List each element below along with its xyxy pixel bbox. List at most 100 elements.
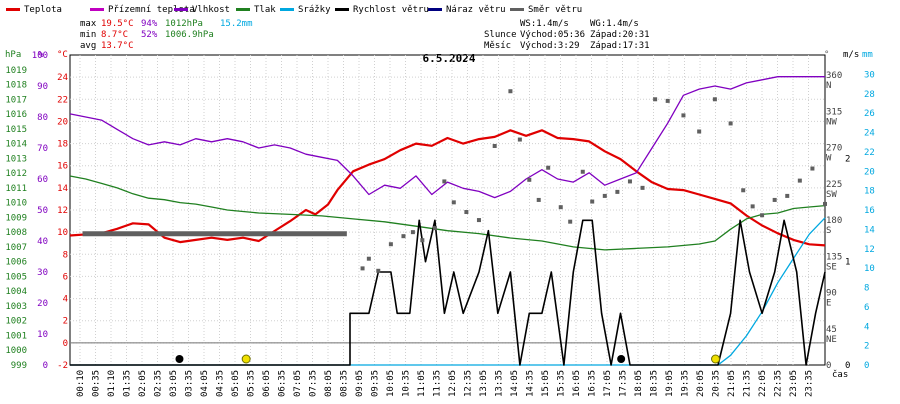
wind-direction-point [492, 143, 497, 148]
moonrise-marker [175, 355, 184, 363]
wind-direction-point [772, 197, 777, 202]
y-tick-humidity: 90 [37, 82, 48, 92]
y-tick-pressure: 1019 [5, 66, 27, 76]
x-tick-label: 14:35 [526, 370, 536, 397]
y-tick-temperature: 16 [57, 162, 68, 172]
stats-avg-label: avg [80, 41, 96, 51]
wind-direction-point [376, 268, 381, 273]
y-tick-pressure: 999 [11, 361, 27, 371]
y-tick-pressure: 1015 [5, 125, 27, 135]
wind-direction-point [741, 188, 746, 193]
y-tick-temperature: 12 [57, 206, 68, 216]
legend-label: Teplota [24, 5, 62, 15]
y-tick-temperature: 22 [57, 95, 68, 105]
y-tick-wind: 1 [845, 258, 850, 268]
x-tick-label: 23:05 [789, 370, 799, 397]
legend-swatch [90, 8, 104, 11]
wind-direction-point [401, 234, 406, 239]
axis-unit-pct: % [38, 50, 44, 60]
y-tick-pressure: 1007 [5, 243, 27, 253]
legend-swatch [6, 8, 20, 11]
y-tick-pressure: 1012 [5, 169, 27, 179]
wind-direction-point [517, 137, 522, 142]
x-tick-label: 21:35 [743, 370, 753, 397]
y-tick-rain: 2 [864, 342, 869, 352]
wind-direction-point [388, 242, 393, 247]
series-tlak [69, 175, 826, 251]
axis-unit-degc: °C [57, 50, 68, 60]
x-tick-label: 13:05 [479, 370, 489, 397]
y-tick-pressure: 1002 [5, 317, 27, 327]
wind-direction-point [728, 121, 733, 126]
legend-label: Tlak [254, 5, 276, 15]
y-tick-direction: 90 [826, 289, 837, 299]
y-tick-rain: 6 [864, 303, 869, 313]
y-tick-humidity: 20 [37, 299, 48, 309]
y-tick-humidity: 70 [37, 144, 48, 154]
stats-min-temp: 8.7°C [101, 30, 128, 40]
y-tick-humidity: 100 [32, 51, 48, 61]
y-tick-rain: 8 [864, 284, 869, 294]
axis-unit-ms: m/s [843, 50, 859, 60]
y-tick-pressure: 1001 [5, 331, 27, 341]
legend-label: Směr větru [528, 5, 582, 15]
x-tick-label: 23:35 [805, 370, 815, 397]
legend-swatch [428, 8, 442, 11]
x-tick-label: 05:05 [231, 370, 241, 397]
series-teplota [69, 129, 826, 247]
x-tick-label: 11:05 [417, 370, 427, 397]
y-tick-temperature: 14 [57, 184, 68, 194]
axis-unit-mm: mm [862, 50, 873, 60]
y-tick-pressure: 1008 [5, 228, 27, 238]
y-tick-direction-label: E [826, 299, 831, 309]
y-tick-rain: 24 [864, 129, 875, 139]
y-tick-temperature: 6 [63, 272, 68, 282]
y-tick-direction-label: SE [826, 262, 837, 272]
y-tick-pressure: 1018 [5, 81, 27, 91]
x-tick-label: 04:35 [216, 370, 226, 397]
x-tick-label: 18:05 [634, 370, 644, 397]
x-tick-label: 12:35 [464, 370, 474, 397]
y-tick-pressure: 1010 [5, 199, 27, 209]
wind-direction-point [508, 89, 513, 94]
y-tick-direction: 45 [826, 325, 837, 335]
wind-direction-point [640, 185, 645, 190]
x-tick-label: 03:35 [185, 370, 195, 397]
y-tick-pressure: 1013 [5, 154, 27, 164]
y-tick-rain: 22 [864, 148, 875, 158]
y-tick-pressure: 1005 [5, 272, 27, 282]
y-tick-rain: 0 [864, 361, 869, 371]
legend-swatch [280, 8, 294, 11]
x-tick-label: 16:05 [572, 370, 582, 397]
x-tick-label: 15:05 [541, 370, 551, 397]
axis-unit-hpa: hPa [5, 50, 21, 60]
wind-direction-point [627, 179, 632, 184]
y-tick-pressure: 1003 [5, 302, 27, 312]
legend-label: Rychlost větru [353, 5, 429, 15]
y-tick-pressure: 1017 [5, 95, 27, 105]
sun-rise: Východ:05:36 [520, 30, 585, 40]
x-tick-label: 02:05 [138, 370, 148, 397]
moon-rise: Východ:3:29 [520, 41, 580, 51]
moonset-marker [617, 355, 626, 363]
y-tick-temperature: 4 [63, 295, 68, 305]
x-tick-label: 19:35 [681, 370, 691, 397]
x-tick-label: 15:35 [557, 370, 567, 397]
wind-direction-point [602, 193, 607, 198]
y-tick-rain: 4 [864, 322, 869, 332]
stats-min-label: min [80, 30, 96, 40]
y-tick-humidity: 0 [43, 361, 48, 371]
y-tick-pressure: 1014 [5, 140, 27, 150]
y-tick-direction-label: SW [826, 190, 837, 200]
wind-direction-point [750, 204, 755, 209]
wind-direction-point [536, 197, 541, 202]
stats-max-pressure: 1012hPa [165, 19, 203, 29]
x-tick-label: 16:35 [588, 370, 598, 397]
axis-unit-dir: ° [824, 50, 829, 60]
stats-rain: 15.2mm [220, 19, 253, 29]
wind-direction-point [653, 97, 658, 102]
x-tick-label: 01:35 [123, 370, 133, 397]
x-tick-label: 10:05 [386, 370, 396, 397]
